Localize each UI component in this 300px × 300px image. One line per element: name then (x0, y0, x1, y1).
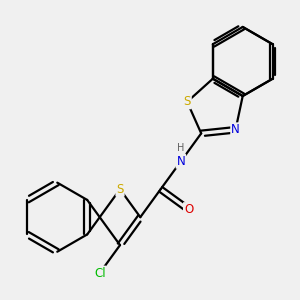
Text: S: S (184, 95, 191, 108)
Text: H: H (177, 143, 184, 153)
Text: O: O (184, 203, 193, 216)
Text: N: N (231, 123, 240, 136)
Text: S: S (116, 183, 124, 196)
Text: Cl: Cl (94, 267, 106, 280)
Text: N: N (176, 155, 185, 168)
